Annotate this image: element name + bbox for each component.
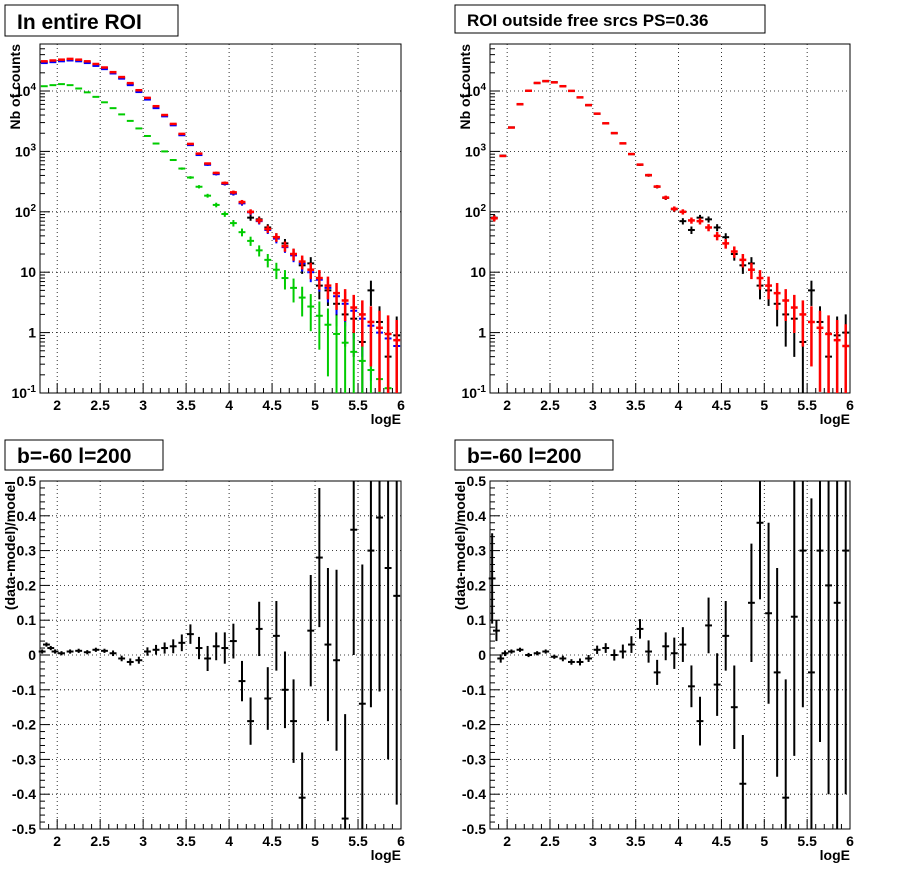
chart-panel-1: 2 2.5 3 3.5 4 4.5 5 5.5 6 10-1 1 10 102 103 104 logE Nb … bbox=[4, 4, 405, 427]
x-tick-label: 6 bbox=[846, 397, 854, 413]
chart-title-box bbox=[4, 4, 179, 37]
x-tick-label: 4.5 bbox=[712, 397, 732, 413]
y-axis-label: Nb of counts bbox=[7, 44, 23, 130]
y-tick-label: 102 bbox=[15, 203, 37, 220]
x-tick-label: 2.5 bbox=[90, 397, 110, 413]
plot-frame bbox=[489, 43, 851, 394]
y-tick-label: -0.4 bbox=[12, 786, 36, 802]
x-tick-label: 2.5 bbox=[540, 397, 560, 413]
chart-title: b=-60 l=200 bbox=[467, 445, 581, 468]
x-tick-label: 2 bbox=[503, 397, 511, 413]
x-tick-label: 2.5 bbox=[540, 833, 560, 849]
chart-title: ROI outside free srcs PS=0.36 bbox=[467, 11, 708, 30]
y-tick-label: 0.1 bbox=[17, 612, 37, 628]
y-tick-label: 0.4 bbox=[17, 508, 37, 524]
y-tick-label: 103 bbox=[15, 142, 37, 159]
x-axis-label: logE bbox=[371, 411, 401, 427]
y-tick-label: 102 bbox=[465, 203, 487, 220]
y-tick-label: 0.2 bbox=[17, 577, 37, 593]
x-tick-label: 4.5 bbox=[262, 397, 282, 413]
y-tick-label: -0.1 bbox=[12, 682, 36, 698]
x-axis-label: logE bbox=[820, 411, 850, 427]
x-tick-label: 4 bbox=[675, 397, 683, 413]
x-tick-label: 5.5 bbox=[797, 397, 817, 413]
y-tick-label: 0.1 bbox=[467, 612, 487, 628]
y-axis-label: (data-model)/model bbox=[2, 481, 18, 610]
chart-title: In entire ROI bbox=[17, 11, 142, 34]
x-tick-label: 3.5 bbox=[176, 397, 196, 413]
x-tick-label: 5.5 bbox=[348, 397, 368, 413]
series-4 bbox=[40, 57, 401, 393]
y-tick-label: -0.5 bbox=[462, 821, 486, 837]
x-tick-label: 5 bbox=[760, 397, 768, 413]
x-tick-label: 5.5 bbox=[348, 833, 368, 849]
y-tick-label: 0.4 bbox=[467, 508, 487, 524]
y-tick-label: 0.3 bbox=[467, 543, 487, 559]
x-tick-label: 3 bbox=[139, 397, 147, 413]
x-tick-label: 5 bbox=[760, 833, 768, 849]
x-tick-label: 6 bbox=[397, 833, 405, 849]
x-axis-label: logE bbox=[820, 847, 850, 863]
x-tick-label: 5.5 bbox=[797, 833, 817, 849]
y-tick-label: 1 bbox=[478, 325, 486, 341]
x-tick-label: 2 bbox=[503, 833, 511, 849]
y-tick-label: -0.2 bbox=[12, 717, 36, 733]
x-tick-label: 4.5 bbox=[712, 833, 732, 849]
y-tick-label: 10 bbox=[470, 264, 486, 280]
x-tick-label: 6 bbox=[397, 397, 405, 413]
x-tick-label: 5 bbox=[311, 833, 319, 849]
x-tick-label: 5 bbox=[311, 397, 319, 413]
y-tick-label: 104 bbox=[15, 82, 37, 99]
y-tick-label: 0 bbox=[28, 647, 36, 663]
y-tick-label: 0.3 bbox=[17, 543, 37, 559]
series-1 bbox=[38, 481, 401, 829]
series-1 bbox=[490, 80, 850, 393]
y-tick-label: 104 bbox=[465, 82, 487, 99]
y-tick-label: -0.5 bbox=[12, 821, 36, 837]
y-tick-label: 10-1 bbox=[462, 384, 487, 401]
x-tick-label: 4.5 bbox=[262, 833, 282, 849]
y-tick-label: -0.4 bbox=[462, 786, 486, 802]
chart-panel-3: 2 2.5 3 3.5 4 4.5 5 5.5 6 -0.5 -0.4 -0.3 -0.2 -0.1 0 0.… bbox=[2, 439, 405, 863]
chart-panel-2: 2 2.5 3 3.5 4 4.5 5 5.5 6 10-1 1 10 102 103 104 logE Nb … bbox=[454, 4, 854, 427]
x-tick-label: 4 bbox=[225, 833, 233, 849]
y-tick-label: 10-1 bbox=[12, 384, 37, 401]
y-tick-label: 103 bbox=[465, 142, 487, 159]
x-axis-label: logE bbox=[371, 847, 401, 863]
y-tick-label: -0.2 bbox=[462, 717, 486, 733]
x-tick-label: 3 bbox=[139, 833, 147, 849]
chart-title-box bbox=[454, 4, 766, 34]
x-tick-label: 3.5 bbox=[626, 833, 646, 849]
x-tick-label: 2 bbox=[53, 833, 61, 849]
series-3 bbox=[40, 83, 398, 393]
y-axis-label: (data-model)/model bbox=[452, 481, 468, 610]
chart-title-box bbox=[454, 439, 614, 471]
y-tick-label: 10 bbox=[20, 264, 36, 280]
chart-title: b=-60 l=200 bbox=[17, 445, 131, 468]
series-1 bbox=[488, 481, 850, 829]
series-2 bbox=[490, 79, 850, 393]
x-tick-label: 6 bbox=[846, 833, 854, 849]
y-tick-label: 0.5 bbox=[17, 473, 37, 489]
x-tick-label: 3 bbox=[589, 833, 597, 849]
y-tick-label: 0 bbox=[478, 647, 486, 663]
y-tick-label: 0.5 bbox=[467, 473, 487, 489]
y-tick-label: 1 bbox=[28, 325, 36, 341]
y-axis-label: Nb of counts bbox=[457, 44, 473, 130]
y-tick-label: 0.2 bbox=[467, 577, 487, 593]
x-tick-label: 2.5 bbox=[90, 833, 110, 849]
x-tick-label: 4 bbox=[675, 833, 683, 849]
x-tick-label: 3.5 bbox=[176, 833, 196, 849]
chart-panel-4: 2 2.5 3 3.5 4 4.5 5 5.5 6 -0.5 -0.4 -0.3 -0.2 -0.1 0 0.… bbox=[452, 439, 854, 863]
y-tick-label: -0.3 bbox=[12, 751, 36, 767]
x-tick-label: 2 bbox=[53, 397, 61, 413]
y-tick-label: -0.3 bbox=[462, 751, 486, 767]
y-tick-label: -0.1 bbox=[462, 682, 486, 698]
x-tick-label: 4 bbox=[225, 397, 233, 413]
chart-title-box bbox=[4, 439, 164, 471]
x-tick-label: 3.5 bbox=[626, 397, 646, 413]
x-tick-label: 3 bbox=[589, 397, 597, 413]
